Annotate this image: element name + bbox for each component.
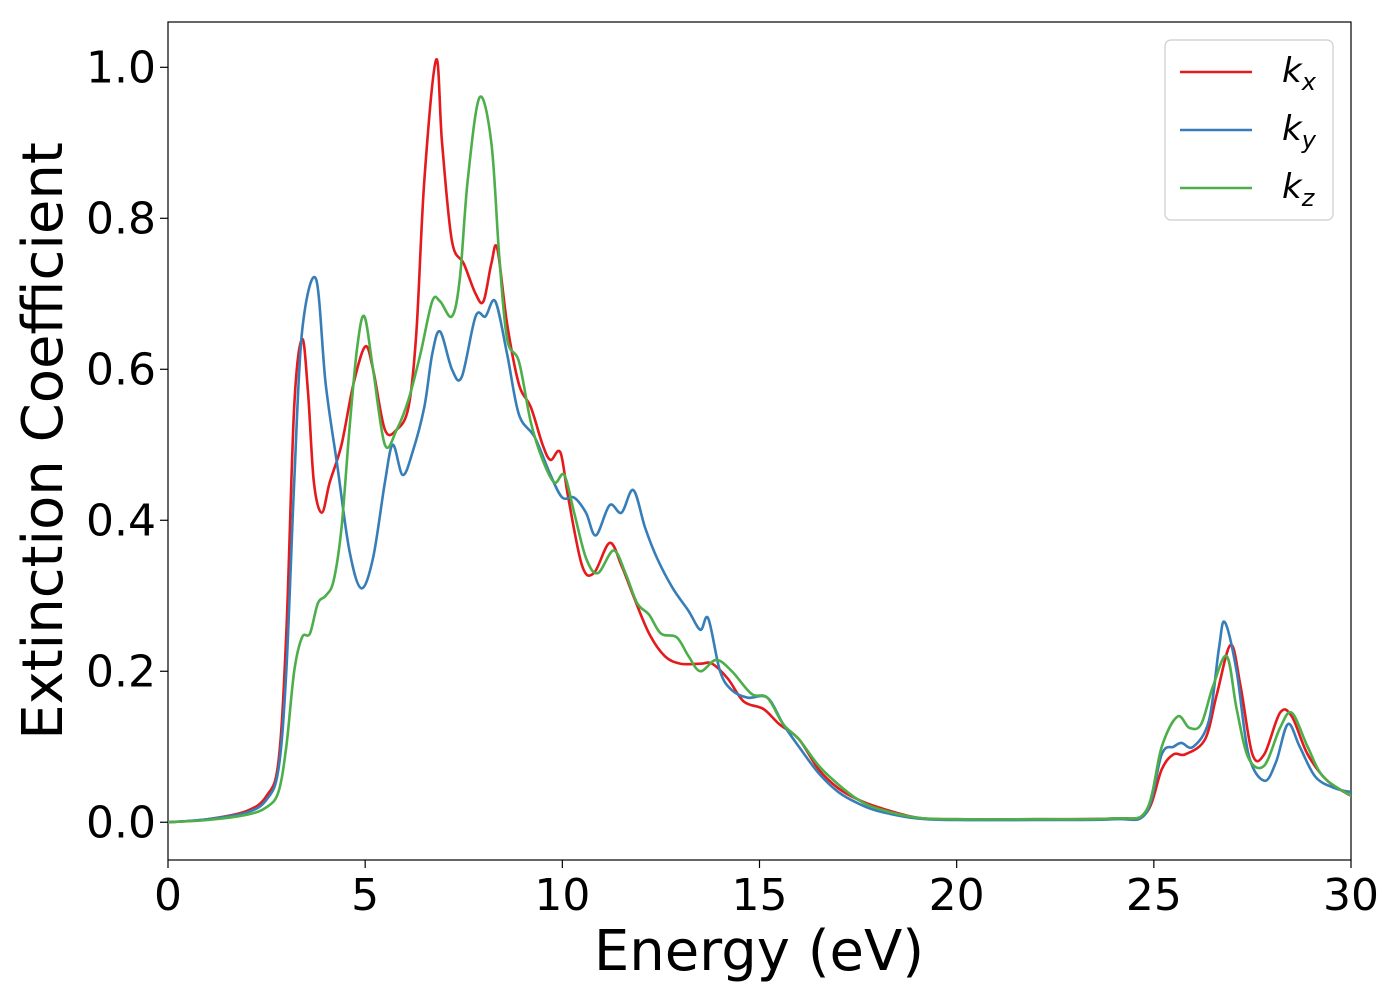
x-tick-label: 30 — [1323, 870, 1379, 921]
legend-label-y: ky — [1282, 109, 1317, 154]
legend-label-base: k — [1282, 109, 1303, 149]
x-tick-label: 20 — [929, 870, 985, 921]
y-tick-label: 1.0 — [86, 42, 156, 93]
series-layer — [168, 58, 1351, 824]
series-line-x — [168, 58, 1351, 824]
legend-label-subscript: x — [1301, 68, 1317, 96]
y-tick-label: 0.8 — [86, 193, 156, 244]
y-tick-label: 0.6 — [86, 344, 156, 395]
x-tick-label: 25 — [1126, 870, 1182, 921]
series-line-y — [168, 275, 1351, 824]
legend-label-x: kx — [1282, 51, 1317, 96]
y-tick-label: 0.4 — [86, 495, 156, 546]
x-tick-label: 5 — [351, 870, 379, 921]
y-tick-label: 0.2 — [86, 646, 156, 697]
y-tick-label: 0.0 — [86, 797, 156, 848]
legend-label-z: kz — [1282, 167, 1316, 212]
legend-label-base: k — [1282, 167, 1303, 207]
x-tick-label: 0 — [154, 870, 182, 921]
x-tick-label: 15 — [732, 870, 788, 921]
legend-label-base: k — [1282, 51, 1303, 91]
legend-label-subscript: z — [1301, 184, 1316, 212]
series-line-z — [168, 95, 1351, 824]
x-axis-ticks: 0 5 10 15 20 25 30 — [154, 860, 1379, 921]
legend-label-subscript: y — [1301, 126, 1317, 154]
x-tick-label: 10 — [534, 870, 590, 921]
x-axis-title: Energy (eV) — [594, 919, 924, 984]
y-axis-title: Extinction Coefficient — [11, 142, 76, 740]
y-axis-ticks: 0.0 0.2 0.4 0.6 0.8 1.0 — [86, 42, 168, 848]
